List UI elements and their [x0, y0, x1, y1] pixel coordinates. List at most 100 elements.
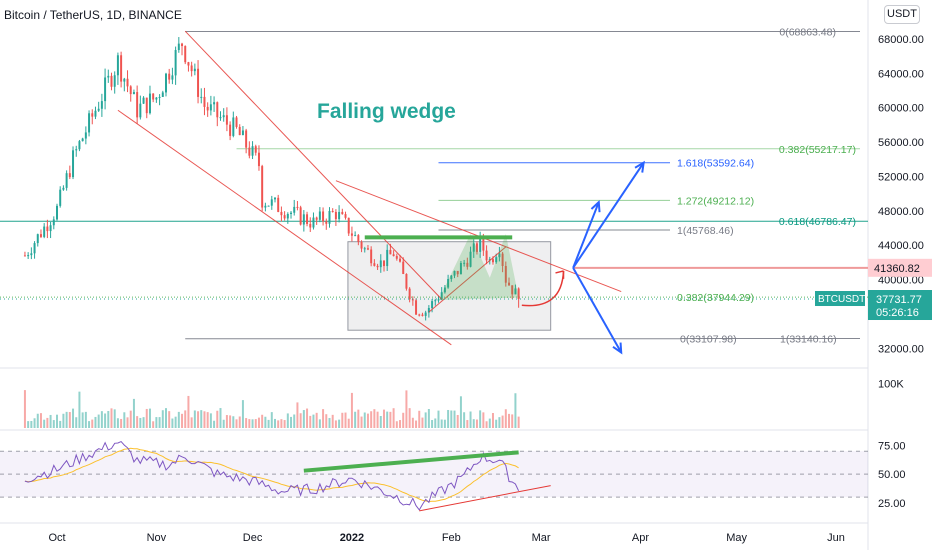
fib-level-label: 0.382(37944.29) [677, 292, 754, 304]
volume-bar [347, 418, 350, 428]
candle-body [437, 299, 440, 301]
candle-body [155, 97, 158, 100]
price-tick-label: 64000.00 [878, 68, 924, 80]
volume-bar [386, 411, 389, 428]
volume-bar [370, 411, 373, 428]
time-tick-label: Feb [442, 532, 461, 544]
volume-bar [23, 390, 26, 428]
candle-body [418, 314, 421, 316]
volume-bar [273, 418, 276, 428]
volume-bar [39, 413, 42, 428]
candle-body [434, 300, 437, 302]
rsi-tick-label: 75.00 [878, 440, 906, 452]
candle-body [23, 255, 26, 257]
volume-bar [78, 391, 81, 428]
candle-body [107, 75, 110, 78]
candle-body [405, 273, 408, 289]
candle-body [514, 288, 517, 295]
volume-bar [132, 398, 135, 428]
candle-body [283, 215, 286, 219]
volume-bar [501, 415, 504, 428]
volume-bar [264, 416, 267, 428]
volume-bar [203, 411, 206, 428]
candle-body [399, 258, 402, 262]
volume-bar [84, 411, 87, 428]
volume-bar [395, 421, 398, 428]
volume-bar [94, 416, 97, 428]
volume-bar [120, 418, 123, 428]
volume-bar [254, 419, 257, 428]
volume-bar [216, 410, 219, 428]
candle-body [248, 147, 251, 156]
candle-body [113, 75, 116, 87]
candle-body [174, 50, 177, 76]
candle-body [49, 225, 52, 232]
candle-body [517, 288, 520, 300]
candle-body [52, 219, 55, 226]
volume-bar [235, 419, 238, 428]
volume-bar [514, 393, 517, 428]
volume-bar [68, 412, 71, 428]
candle-body [91, 113, 94, 117]
candle-body [280, 211, 283, 216]
candle-body [469, 251, 472, 267]
volume-bar [148, 408, 151, 428]
candle-body [203, 96, 206, 107]
volume-bar [126, 417, 129, 428]
candle-body [411, 299, 414, 301]
volume-bar [354, 411, 357, 428]
volume-bar [129, 410, 132, 428]
time-tick-label: Nov [147, 532, 167, 544]
time-tick-label: 2022 [340, 532, 364, 544]
candle-body [120, 55, 123, 82]
volume-bar [139, 417, 142, 428]
volume-bar [309, 415, 312, 428]
candle-body [479, 236, 482, 252]
projection-arrowhead [555, 270, 565, 279]
volume-bar [123, 412, 126, 428]
volume-bar [293, 414, 296, 428]
price-tick-label: 48000.00 [878, 206, 924, 218]
candle-body [213, 102, 216, 105]
volume-bar [190, 417, 193, 428]
volume-bar [100, 411, 103, 428]
candle-body [402, 261, 405, 274]
candle-body [392, 254, 395, 257]
candle-body [328, 210, 331, 224]
candle-body [177, 43, 180, 51]
volume-bar [437, 410, 440, 428]
candle-body [488, 259, 491, 261]
volume-tick-label: 100K [878, 378, 904, 390]
price-axis: 68000.00 64000.00 60000.00 56000.00 52000.00… [815, 34, 932, 510]
candle-body [132, 92, 135, 95]
candle-body [59, 189, 62, 206]
candle-body [277, 197, 280, 212]
candle-body [334, 211, 337, 220]
candle-body [318, 211, 321, 220]
rsi-green-divergence [303, 450, 519, 473]
candle-body [209, 104, 212, 111]
volume-bar [485, 421, 488, 428]
candle-body [354, 235, 357, 237]
volume-bar [402, 412, 405, 428]
volume-bar [145, 408, 148, 428]
candle-body [466, 262, 469, 267]
candle-body [363, 248, 366, 250]
volume-bar [408, 408, 411, 428]
volume-bar [286, 413, 289, 428]
currency-button[interactable]: USDT [884, 5, 920, 24]
candle-body [296, 206, 299, 208]
volume-bar [229, 415, 232, 428]
last-price-badge [868, 290, 932, 321]
volume-bar [197, 411, 200, 428]
volume-bar [116, 418, 119, 428]
volume-bar [466, 420, 469, 428]
rsi-tick-label: 50.00 [878, 469, 906, 481]
blue-arrow-up-short-head [590, 200, 601, 213]
candle-body [376, 265, 379, 268]
volume-bar [113, 409, 116, 428]
volume-bar [261, 414, 264, 428]
volume-bar [443, 419, 446, 428]
price-tick-label: 40000.00 [878, 275, 924, 287]
